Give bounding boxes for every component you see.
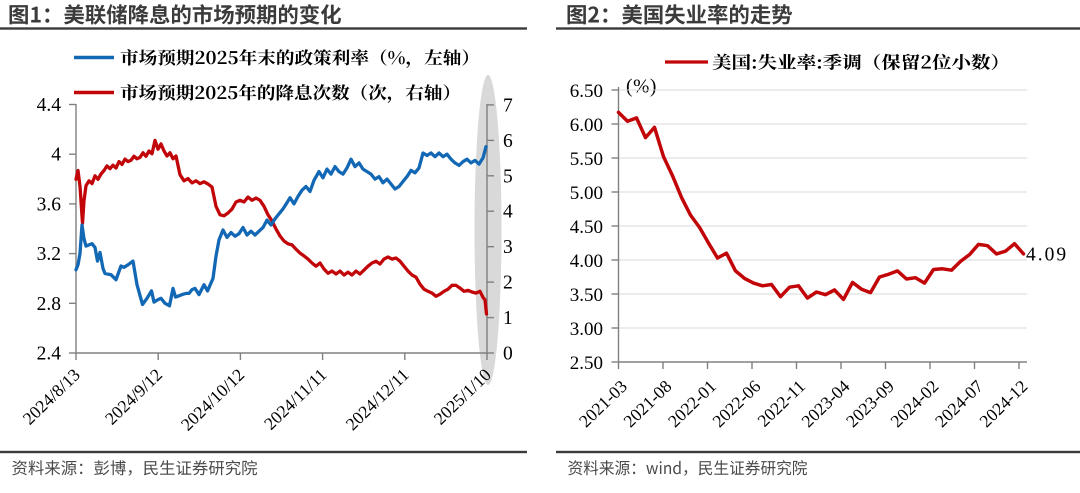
svg-text:5.50: 5.50 bbox=[570, 149, 603, 170]
svg-text:2.4: 2.4 bbox=[37, 344, 62, 365]
svg-text:2.50: 2.50 bbox=[570, 353, 603, 374]
svg-text:(%): (%) bbox=[626, 77, 657, 98]
svg-text:2: 2 bbox=[503, 273, 513, 294]
svg-text:4.4: 4.4 bbox=[37, 95, 62, 116]
svg-text:2.8: 2.8 bbox=[37, 294, 61, 315]
svg-text:4: 4 bbox=[503, 202, 513, 223]
svg-text:6.00: 6.00 bbox=[570, 115, 603, 136]
svg-text:6: 6 bbox=[503, 131, 513, 152]
svg-text:4.00: 4.00 bbox=[570, 251, 603, 272]
svg-text:4.09: 4.09 bbox=[1026, 245, 1068, 266]
svg-text:3.50: 3.50 bbox=[570, 285, 603, 306]
svg-text:7: 7 bbox=[503, 95, 513, 116]
svg-text:4: 4 bbox=[51, 145, 61, 166]
svg-text:3.2: 3.2 bbox=[37, 244, 61, 265]
svg-text:3.6: 3.6 bbox=[37, 194, 62, 215]
svg-text:3.00: 3.00 bbox=[570, 319, 603, 340]
svg-text:3: 3 bbox=[503, 237, 513, 258]
svg-text:5: 5 bbox=[503, 166, 513, 187]
svg-text:0: 0 bbox=[503, 344, 513, 365]
svg-text:1: 1 bbox=[503, 308, 513, 329]
svg-text:5.00: 5.00 bbox=[570, 183, 603, 204]
svg-text:4.50: 4.50 bbox=[570, 217, 603, 238]
svg-text:6.50: 6.50 bbox=[570, 81, 603, 102]
